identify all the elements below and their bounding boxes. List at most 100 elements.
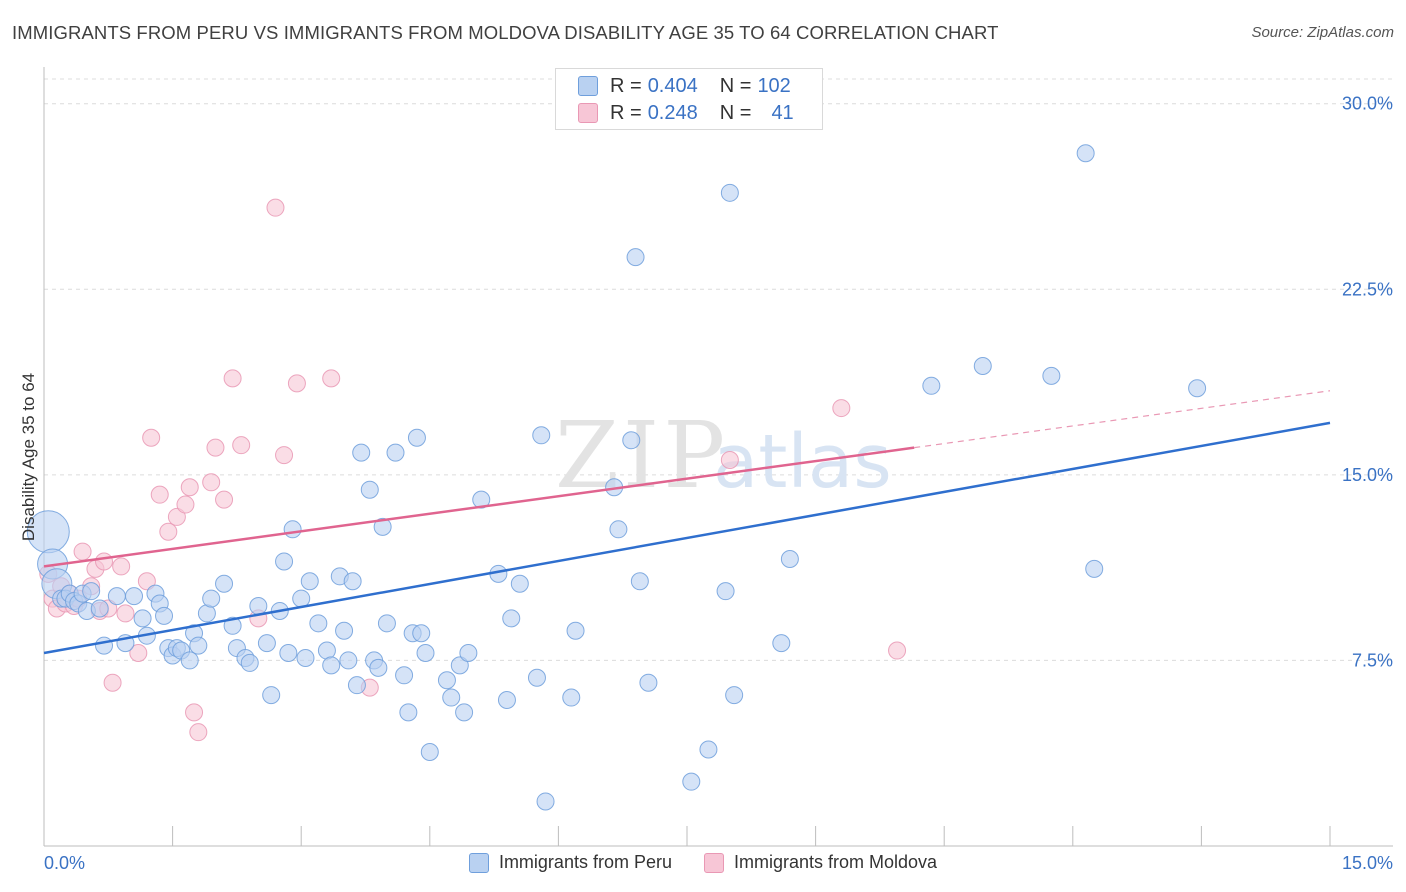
peru-point	[347, 676, 366, 695]
peru-point	[725, 686, 744, 705]
legend-label-moldova: Immigrants from Moldova	[733, 852, 938, 872]
chart-source: Source: ZipAtlas.com	[1251, 24, 1394, 41]
peru-point	[223, 616, 242, 635]
peru-point	[622, 431, 641, 450]
moldova-point	[888, 641, 907, 660]
peru-point	[339, 651, 358, 670]
peru-point	[497, 691, 516, 710]
peru-point	[369, 658, 388, 677]
moldova-point	[215, 490, 234, 509]
peru-point	[240, 653, 259, 672]
moldova-point	[150, 485, 169, 504]
peru-point	[249, 597, 268, 616]
peru-point	[459, 644, 478, 663]
moldova-point	[159, 522, 178, 541]
y-tick-label: 15.0%	[1342, 465, 1393, 485]
peru-point	[352, 443, 371, 462]
peru-point	[335, 621, 354, 640]
legend-item-peru[interactable]: Immigrants from Peru	[468, 852, 672, 873]
peru-point	[682, 772, 701, 791]
x-tick-label: 0.0%	[44, 853, 85, 873]
peru-point	[720, 183, 739, 202]
peru-point	[296, 648, 315, 667]
peru-point	[399, 703, 418, 722]
peru-point	[626, 248, 645, 267]
trend-line-peru	[43, 421, 1331, 655]
moldova-point	[287, 374, 306, 393]
peru-point	[322, 656, 341, 675]
peru-point	[309, 614, 328, 633]
watermark-zip: ZIP	[555, 402, 729, 509]
peru-point	[1042, 366, 1061, 385]
peru-point	[536, 792, 555, 811]
x-tick-label: 15.0%	[1342, 853, 1393, 873]
moldova-point	[720, 451, 739, 470]
moldova-point	[206, 438, 225, 457]
peru-point	[699, 740, 718, 759]
peru-point	[973, 357, 992, 376]
moldova-point	[185, 703, 204, 722]
legend-row-moldova: R = 0.248 N = 41	[578, 101, 794, 125]
peru-point	[180, 651, 199, 670]
legend-label-peru: Immigrants from Peru	[498, 852, 672, 872]
moldova-point	[180, 478, 199, 497]
legend-swatch-peru	[578, 76, 598, 96]
peru-point	[275, 552, 294, 571]
chart-title: IMMIGRANTS FROM PERU VS IMMIGRANTS FROM …	[12, 22, 999, 43]
legend-row-peru: R = 0.404 N = 102	[578, 74, 791, 98]
peru-point	[215, 574, 234, 593]
moldova-point	[103, 673, 122, 692]
peru-point	[283, 520, 302, 539]
legend-n-value: 41	[771, 101, 794, 124]
legend-swatch-peru	[468, 852, 489, 873]
legend-item-moldova[interactable]: Immigrants from Moldova	[703, 852, 938, 873]
peru-point	[639, 673, 658, 692]
peru-point	[202, 589, 221, 608]
moldova-point	[167, 507, 186, 526]
peru-point	[412, 624, 431, 643]
moldova-point	[142, 428, 161, 447]
peru-point	[95, 636, 114, 655]
peru-point	[377, 614, 396, 633]
correlation-legend: R = 0.404 N = 102 R = 0.248 N = 41	[555, 68, 823, 130]
peru-point	[292, 589, 311, 608]
legend-swatch-moldova	[703, 852, 724, 873]
legend-n-value: 102	[757, 74, 791, 97]
axes	[43, 67, 1393, 847]
moldova-point	[129, 644, 148, 663]
peru-point	[257, 634, 276, 653]
moldova-point	[232, 436, 251, 455]
peru-point	[502, 609, 521, 628]
peru-point	[1085, 559, 1104, 578]
peru-point	[262, 686, 281, 705]
peru-point	[279, 644, 298, 663]
peru-point	[1188, 379, 1207, 398]
trend-lines	[43, 390, 1331, 655]
peru-point	[472, 490, 491, 509]
trend-line-moldova	[43, 446, 915, 568]
peru-point	[510, 574, 529, 593]
moldova-point	[202, 473, 221, 492]
peru-point	[716, 582, 735, 601]
peru-point	[395, 666, 414, 685]
peru-point	[155, 606, 174, 625]
legend-n-label: N =	[719, 74, 752, 97]
legend-n-label: N =	[719, 101, 752, 124]
peru-point	[416, 644, 435, 663]
peru-point	[455, 703, 474, 722]
moldova-point	[95, 552, 114, 571]
peru-point	[300, 572, 319, 591]
peru-point	[107, 587, 126, 606]
y-tick-label: 22.5%	[1342, 279, 1393, 299]
peru-point	[437, 671, 456, 690]
peru-point	[125, 587, 144, 606]
moldova-point	[275, 446, 294, 465]
moldova-point	[112, 557, 131, 576]
moldova-point	[832, 399, 851, 418]
legend-r-label: R =	[610, 74, 642, 97]
moldova-point	[322, 369, 341, 388]
peru-point	[420, 742, 439, 761]
peru-point	[1076, 144, 1095, 163]
peru-point	[566, 621, 585, 640]
